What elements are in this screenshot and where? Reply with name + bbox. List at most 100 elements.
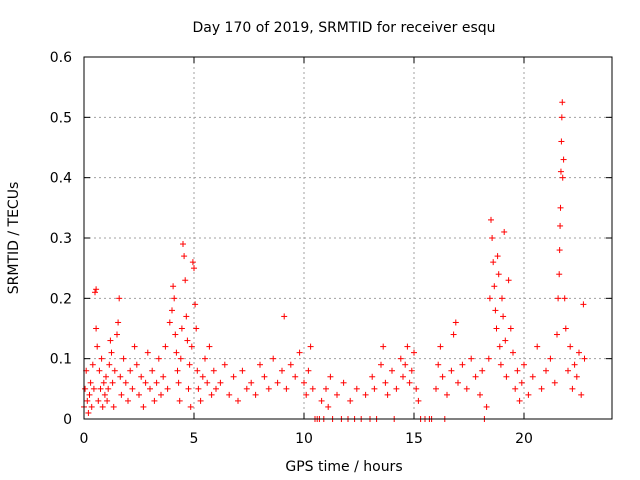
data-point [362, 391, 369, 398]
data-point [547, 355, 554, 362]
data-point [463, 385, 470, 392]
data-point [347, 397, 354, 404]
data-point [279, 367, 285, 374]
data-point [576, 349, 582, 356]
data-point [502, 337, 509, 344]
data-point [115, 319, 122, 326]
data-point [435, 361, 442, 368]
x-tick-label: 15 [405, 431, 423, 447]
data-point [90, 385, 97, 392]
data-point [95, 397, 102, 404]
data-point [303, 391, 310, 398]
data-point [110, 403, 117, 410]
x-tick-label: 5 [190, 431, 199, 447]
data-point [439, 373, 446, 380]
x-tick-label: 20 [515, 431, 533, 447]
data-point [492, 307, 499, 314]
data-point [181, 253, 188, 260]
data-point [103, 373, 109, 380]
data-point [230, 373, 237, 380]
x-tick-label: 10 [295, 431, 313, 447]
data-point [580, 301, 587, 308]
grid-layer [84, 57, 612, 419]
data-point [494, 253, 501, 260]
data-point [257, 361, 263, 368]
data-point [175, 379, 182, 386]
data-point [468, 355, 475, 362]
data-point [283, 385, 290, 392]
data-point [226, 391, 233, 398]
data-point [516, 397, 523, 404]
points-layer [81, 99, 588, 422]
data-point [84, 397, 91, 404]
data-point [177, 355, 184, 362]
data-point [176, 397, 183, 404]
data-point [164, 385, 171, 392]
data-point [101, 391, 108, 398]
data-point [252, 391, 259, 398]
data-point [93, 325, 100, 332]
data-point [393, 385, 400, 392]
data-point [450, 331, 457, 338]
x-tick-label: 0 [80, 431, 89, 447]
data-point [411, 349, 417, 356]
data-point [444, 391, 450, 398]
data-point [318, 397, 325, 404]
data-point [243, 385, 250, 392]
data-point [180, 241, 186, 248]
data-point [503, 373, 510, 380]
data-point [479, 367, 486, 374]
data-point [186, 361, 193, 368]
data-point [573, 373, 580, 380]
data-point [397, 355, 404, 362]
data-point [127, 367, 134, 374]
data-point [108, 349, 115, 356]
data-point [136, 391, 142, 398]
data-point [561, 295, 568, 302]
data-point [106, 361, 113, 368]
data-point [500, 313, 507, 320]
data-point [557, 204, 564, 211]
data-point [485, 355, 492, 362]
data-point [448, 367, 455, 374]
data-point [174, 367, 181, 374]
data-point [525, 391, 532, 398]
data-point [149, 367, 156, 374]
data-point [197, 397, 204, 404]
data-point [86, 391, 93, 398]
data-point [340, 379, 347, 386]
data-point [131, 343, 138, 350]
data-point [158, 391, 164, 398]
data-point [210, 367, 217, 374]
data-point [514, 367, 521, 374]
data-point [378, 361, 384, 368]
data-point [96, 367, 103, 374]
data-point [107, 337, 114, 344]
data-point [92, 289, 98, 296]
data-point [557, 168, 564, 175]
data-point [384, 391, 391, 398]
x-axis-label: GPS time / hours [285, 459, 402, 475]
data-point [166, 319, 173, 326]
data-point [208, 391, 215, 398]
y-tick-label: 0.5 [50, 110, 72, 126]
data-point [153, 379, 160, 386]
y-tick-label: 0.6 [50, 50, 72, 66]
data-point [558, 114, 565, 121]
data-point [138, 373, 145, 380]
data-point [325, 403, 332, 410]
data-point [510, 349, 516, 356]
ticks-layer: 0 5 10 15 20 0 0.1 0.2 0.3 0.4 0.5 0.6 [50, 50, 612, 447]
data-point [551, 379, 558, 386]
data-point [183, 313, 190, 320]
data-point [406, 379, 413, 386]
data-point [287, 361, 294, 368]
data-point [334, 391, 340, 398]
data-point [567, 343, 574, 350]
data-point [204, 379, 211, 386]
data-point [323, 385, 329, 392]
data-point [239, 367, 246, 374]
data-point [571, 361, 578, 368]
data-point [217, 379, 224, 386]
data-point [578, 391, 585, 398]
